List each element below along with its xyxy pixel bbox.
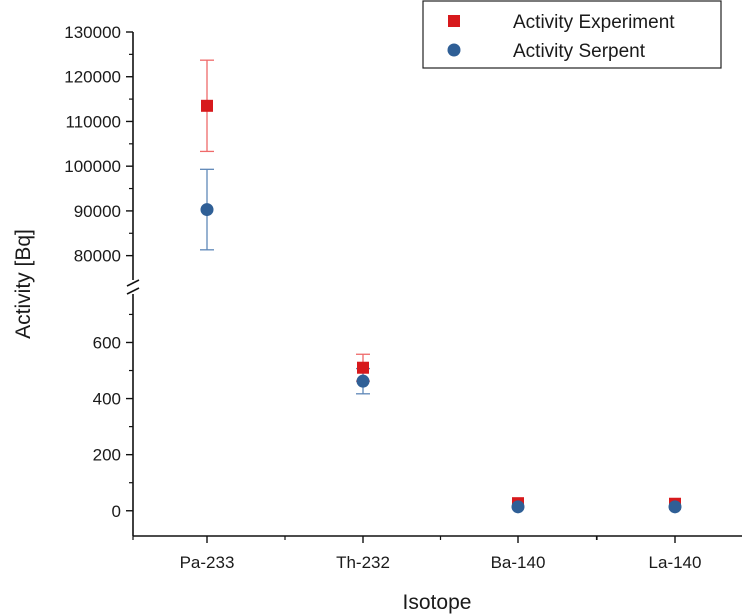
legend-label: Activity Experiment <box>513 12 675 33</box>
y-tick-label-lower: 600 <box>93 333 121 352</box>
legend-box <box>422 0 722 69</box>
y-axis-title: Activity [Bq] <box>12 229 35 339</box>
legend-label: Activity Serpent <box>513 41 646 62</box>
legend-marker-experiment <box>448 15 460 27</box>
x-tick-label: La-140 <box>649 553 702 572</box>
y-tick-label-upper: 100000 <box>64 157 121 176</box>
axes <box>126 32 742 537</box>
tick-labels: 80000 90000 100000 110000 120000 130000 0 200 40… <box>64 23 701 572</box>
tick-marks <box>126 31 676 543</box>
x-axis-title: Isotope <box>403 591 472 614</box>
data-points <box>200 99 682 514</box>
y-tick-label-upper: 110000 <box>66 112 121 131</box>
legend: Activity Experiment Activity Serpent <box>422 0 722 69</box>
legend-marker-serpent <box>447 43 461 57</box>
x-tick-label: Pa-233 <box>180 553 235 572</box>
point-experiment <box>201 99 213 112</box>
x-tick-label: Th-232 <box>336 553 390 572</box>
y-tick-label-lower: 200 <box>93 446 121 465</box>
point-serpent <box>356 374 370 388</box>
x-tick-label: Ba-140 <box>491 553 546 572</box>
y-tick-label-lower: 0 <box>112 502 121 521</box>
point-experiment <box>357 361 369 374</box>
point-serpent <box>200 203 214 217</box>
y-tick-label-upper: 90000 <box>74 202 121 221</box>
axis-break-mark-bottom <box>126 287 140 295</box>
y-tick-label-upper: 120000 <box>64 68 121 87</box>
error-bars <box>200 59 370 395</box>
point-serpent <box>511 500 525 514</box>
axis-break-mark-top <box>126 279 140 287</box>
y-tick-label-upper: 130000 <box>64 23 121 42</box>
y-tick-label-upper: 80000 <box>74 247 121 266</box>
point-serpent <box>668 500 682 514</box>
y-tick-label-lower: 400 <box>93 390 121 409</box>
